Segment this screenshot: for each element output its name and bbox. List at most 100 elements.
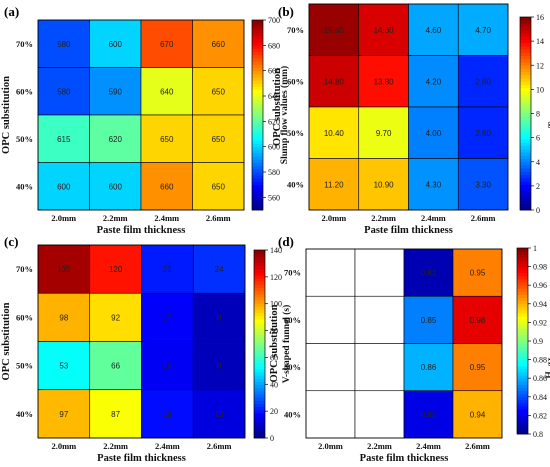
x-tick-label: 2.0mm xyxy=(321,213,346,223)
x-axis-label: Paste film thickness xyxy=(97,225,186,236)
colorbar-tick-label: 4 xyxy=(536,158,540,167)
colorbar-label: Slump flow values (mm) xyxy=(279,66,290,164)
cell-value-label: 8 xyxy=(217,362,222,371)
colorbar-strip xyxy=(254,322,265,326)
colorbar-strip xyxy=(252,64,263,68)
x-tick-label: 2.4mm xyxy=(416,441,441,451)
colorbar-strip xyxy=(252,203,263,208)
colorbar-strip xyxy=(254,419,265,423)
colorbar-tick-label: 0.84 xyxy=(533,393,547,402)
colorbar-strip xyxy=(517,288,528,292)
x-tick-label: 2.2mm xyxy=(103,441,128,451)
colorbar-frame xyxy=(251,19,264,211)
colorbar-strip xyxy=(254,318,265,323)
cell-value-label: 0.94 xyxy=(470,410,486,419)
colorbar-strip xyxy=(254,353,265,357)
heatmap-panel-4: (d)0.81 0.950.85 0.980.86 0.950.82 0.9470%60… xyxy=(269,234,550,464)
colorbar-strip xyxy=(254,416,265,420)
colorbar-strip xyxy=(252,23,263,27)
cell-value-label: 0.85 xyxy=(421,316,437,325)
colorbar-strip xyxy=(252,42,263,46)
colorbar-strip xyxy=(252,111,263,116)
heatmap-cell xyxy=(457,3,509,56)
cell-value-label: 4.60 xyxy=(426,26,442,35)
colorbar-strip xyxy=(520,97,531,102)
colorbar-strip xyxy=(517,341,528,345)
heatmap-panel-1: (a) 580 600 670 660 580 590 640 650 615 620 650 650 6… xyxy=(1,4,290,236)
cell-value-label: 9.70 xyxy=(376,129,392,138)
colorbar-strip xyxy=(520,203,531,208)
heatmap-cell xyxy=(192,162,245,211)
colorbar-strip xyxy=(517,418,528,422)
colorbar-tick-label: 560 xyxy=(268,193,280,202)
colorbar-strip xyxy=(520,164,531,169)
colorbar-strip xyxy=(520,55,531,60)
colorbar-tick-label: 140 xyxy=(270,246,282,255)
heatmap-cell xyxy=(403,248,454,297)
colorbar-strip xyxy=(517,359,528,364)
colorbar-strip xyxy=(520,42,531,47)
x-tick-label: 2.4mm xyxy=(155,441,180,451)
colorbar-strip xyxy=(520,171,531,176)
colorbar-strip xyxy=(517,412,528,416)
colorbar: 560 580 600 620 640 660 680 700 Slump flow value… xyxy=(251,16,290,211)
colorbar-strip xyxy=(254,378,265,382)
colorbar-strip xyxy=(252,134,263,138)
x-tick-label: 2.6mm xyxy=(465,441,490,451)
colorbar-strip xyxy=(517,313,528,317)
colorbar-strip xyxy=(517,353,528,357)
colorbar-strip xyxy=(252,67,263,72)
cell-value-label: 0.98 xyxy=(470,316,486,325)
colorbar-strip xyxy=(254,403,265,408)
colorbar: 0 2 4 6 8 10 12 14 16 T500 (s) xyxy=(519,13,550,215)
colorbar-strip xyxy=(520,74,531,79)
colorbar-strip xyxy=(520,58,531,63)
heatmap-cell xyxy=(308,3,360,56)
colorbar-tick-label: 16 xyxy=(536,13,544,22)
colorbar-tick-label: 680 xyxy=(268,41,280,50)
y-tick-label: 40% xyxy=(16,409,33,419)
colorbar-strip xyxy=(517,384,528,388)
colorbar-strip xyxy=(517,356,528,360)
y-tick-label: 60% xyxy=(16,312,33,322)
y-tick-label: 50% xyxy=(284,362,301,372)
colorbar-strip xyxy=(520,126,531,130)
heatmap-cell xyxy=(403,390,454,439)
colorbar-strip xyxy=(520,187,531,192)
heatmap-cell xyxy=(141,389,194,439)
colorbar-strip xyxy=(252,143,263,148)
y-tick-label: 70% xyxy=(16,39,33,49)
colorbar-strip xyxy=(520,168,531,172)
colorbar-strip xyxy=(517,368,528,373)
heatmap-cell xyxy=(37,67,90,116)
colorbar-strip xyxy=(254,275,265,279)
colorbar-strip xyxy=(254,331,265,335)
heatmap-cell xyxy=(89,162,142,211)
colorbar-strip xyxy=(254,259,265,263)
colorbar-strip xyxy=(252,168,263,173)
colorbar-strip xyxy=(517,381,528,385)
colorbar-label: H2/H1 in the L box xyxy=(545,303,550,378)
colorbar-strip xyxy=(520,103,531,108)
y-tick-label: 50% xyxy=(16,361,33,371)
heatmap-cell xyxy=(457,55,509,108)
cell-value-label: 590 xyxy=(109,87,123,96)
colorbar-strip xyxy=(517,406,528,410)
colorbar-strip xyxy=(254,300,265,304)
x-tick-label: 2.0mm xyxy=(318,441,343,451)
colorbar-strip xyxy=(254,306,265,310)
heatmap-cell xyxy=(37,19,90,68)
colorbar-strip xyxy=(520,148,531,153)
colorbar-strip xyxy=(517,430,528,435)
colorbar-tick-label: 100 xyxy=(270,300,282,309)
colorbar-tick-label: 660 xyxy=(268,67,280,76)
colorbar-tick-label: 580 xyxy=(268,168,280,177)
colorbar-tick-label: 2 xyxy=(536,182,540,191)
colorbar-strip xyxy=(252,206,263,211)
colorbar-strip xyxy=(520,107,531,111)
colorbar-strip xyxy=(254,381,265,386)
colorbar-strip xyxy=(520,49,531,53)
colorbar-strip xyxy=(254,303,265,307)
colorbar-strip xyxy=(254,328,265,332)
heatmap-cell xyxy=(358,3,409,56)
